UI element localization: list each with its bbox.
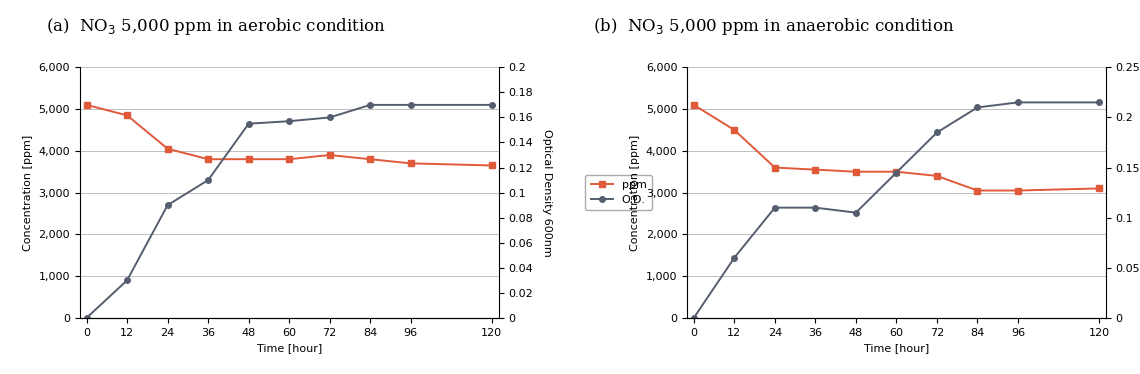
ppm <box>687 103 701 107</box>
O.D. <box>1092 100 1106 105</box>
ppm <box>808 168 822 172</box>
X-axis label: Time [hour]: Time [hour] <box>256 343 321 353</box>
ppm <box>80 103 93 107</box>
Line: O.D.: O.D. <box>691 99 1102 321</box>
ppm <box>1092 186 1106 191</box>
Y-axis label: Concentration [ppm]: Concentration [ppm] <box>630 135 641 251</box>
Legend: ppm, O.D.: ppm, O.D. <box>585 175 652 211</box>
O.D. <box>80 316 93 320</box>
O.D. <box>768 205 782 210</box>
X-axis label: Time [hour]: Time [hour] <box>864 343 929 353</box>
Line: ppm: ppm <box>691 102 1102 193</box>
ppm <box>727 128 741 132</box>
ppm <box>484 163 498 168</box>
ppm <box>202 157 215 162</box>
ppm <box>364 157 377 162</box>
O.D. <box>930 130 944 135</box>
O.D. <box>1011 100 1025 105</box>
ppm <box>970 188 984 193</box>
O.D. <box>889 170 903 175</box>
O.D. <box>808 205 822 210</box>
ppm <box>849 169 863 174</box>
ppm <box>889 169 903 174</box>
ppm <box>404 161 417 166</box>
Text: (b)  NO$_3$ 5,000 ppm in anaerobic condition: (b) NO$_3$ 5,000 ppm in anaerobic condit… <box>593 16 954 37</box>
O.D. <box>970 105 984 110</box>
ppm <box>161 147 174 151</box>
O.D. <box>404 102 417 107</box>
O.D. <box>242 122 255 126</box>
O.D. <box>849 211 863 215</box>
Line: ppm: ppm <box>83 102 495 168</box>
O.D. <box>283 119 296 123</box>
Line: O.D.: O.D. <box>83 102 495 321</box>
O.D. <box>687 316 701 320</box>
Text: (a)  NO$_3$ 5,000 ppm in aerobic condition: (a) NO$_3$ 5,000 ppm in aerobic conditio… <box>46 16 385 37</box>
O.D. <box>727 255 741 260</box>
ppm <box>120 113 133 117</box>
ppm <box>283 157 296 162</box>
O.D. <box>484 102 498 107</box>
Y-axis label: Optical Density 600nm: Optical Density 600nm <box>543 129 553 257</box>
O.D. <box>161 203 174 207</box>
O.D. <box>364 102 377 107</box>
O.D. <box>323 115 336 120</box>
ppm <box>930 174 944 178</box>
O.D. <box>120 278 133 283</box>
ppm <box>323 153 336 157</box>
O.D. <box>202 178 215 183</box>
ppm <box>1011 188 1025 193</box>
ppm <box>242 157 255 162</box>
ppm <box>768 165 782 170</box>
Y-axis label: Concentration [ppm]: Concentration [ppm] <box>23 135 33 251</box>
